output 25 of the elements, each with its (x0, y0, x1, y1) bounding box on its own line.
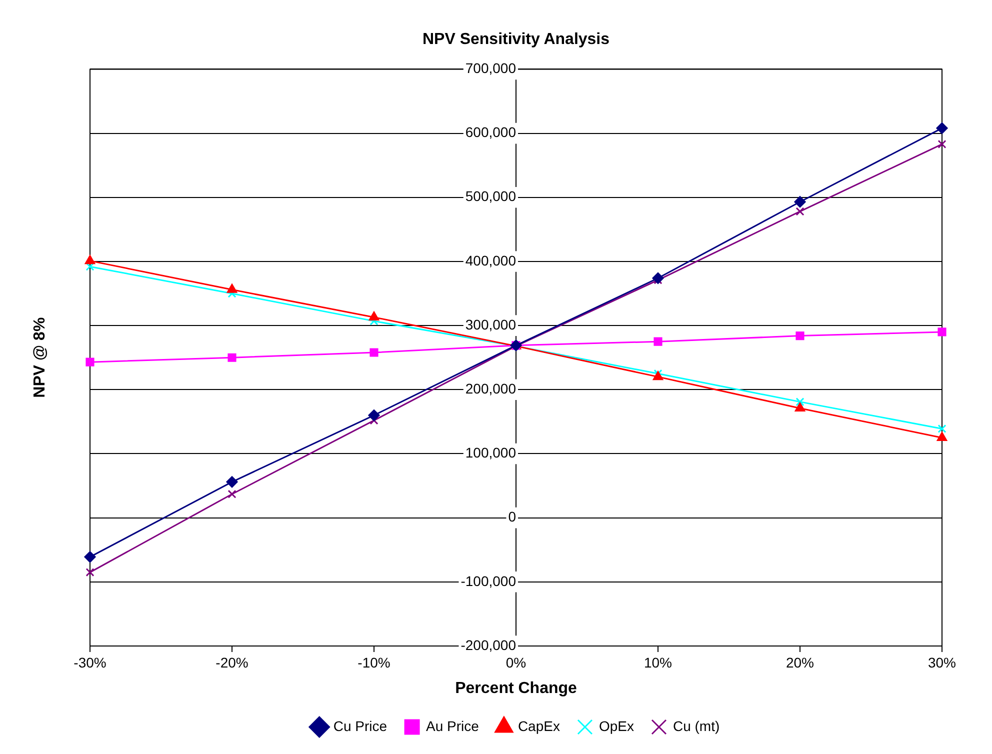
y-tick-label: 700,000 (465, 60, 516, 76)
x-tick-label: -20% (216, 654, 248, 670)
y-tick-label: 500,000 (465, 188, 516, 204)
chart-title: NPV Sensitivity Analysis (422, 31, 610, 48)
y-tick-label: -200,000 (460, 636, 516, 653)
y-tick-label: 400,000 (465, 252, 516, 268)
legend-label: Cu (mt) (672, 718, 720, 734)
legend-label: Au Price (426, 718, 480, 734)
y-tick-label: 200,000 (465, 380, 516, 397)
legend-label: CapEx (518, 718, 560, 734)
x-tick-label: 10% (644, 654, 672, 670)
y-axis-title: NPV @ 8% (31, 317, 48, 398)
y-tick-label: 100,000 (465, 444, 516, 461)
x-tick-label: 30% (928, 654, 956, 670)
x-axis-title: Percent Change (455, 680, 578, 697)
legend-label: Cu Price (333, 718, 388, 734)
y-tick-label: -100,000 (460, 572, 516, 589)
x-tick-label: -10% (358, 654, 390, 670)
y-tick-label: 600,000 (465, 124, 516, 140)
x-tick-label: -30% (74, 654, 106, 670)
x-tick-label: 20% (786, 654, 814, 670)
x-tick-label: 0% (506, 654, 526, 670)
legend-label: OpEx (598, 718, 634, 734)
y-tick-label: 300,000 (465, 316, 516, 332)
y-tick-label: 0 (508, 508, 516, 525)
